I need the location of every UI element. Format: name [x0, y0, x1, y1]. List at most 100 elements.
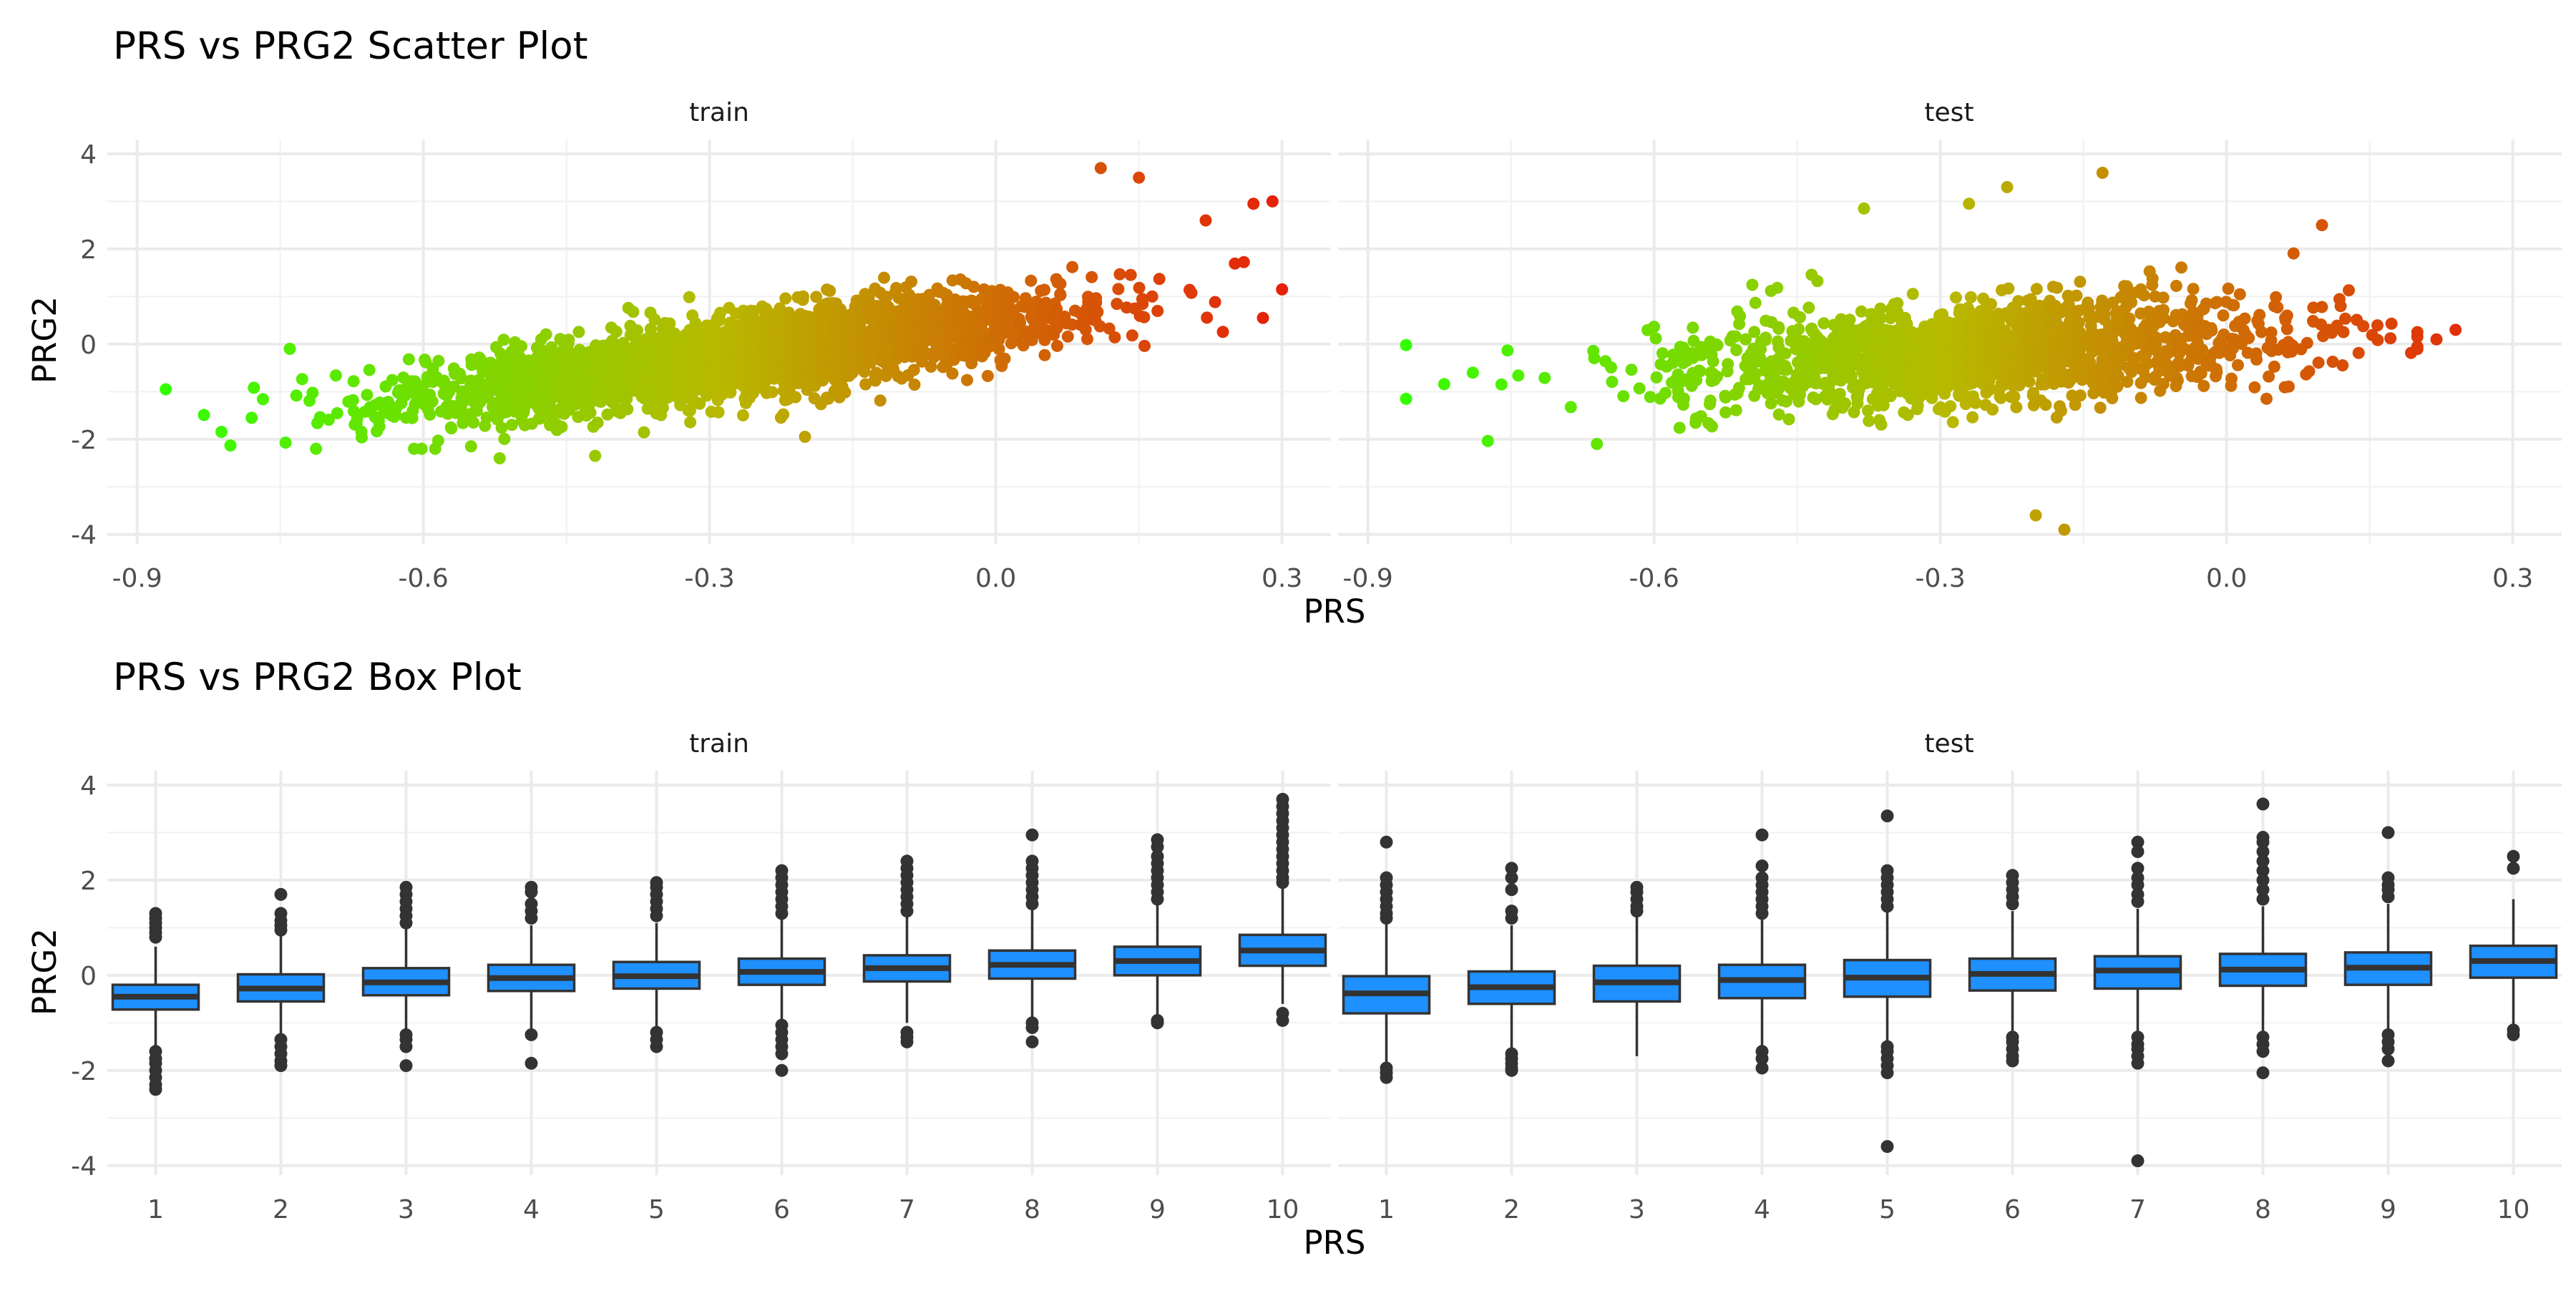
- scatter-point: [1501, 344, 1514, 357]
- scatter-point: [2265, 326, 2278, 339]
- x-tick-label: 0.3: [2492, 564, 2533, 593]
- scatter-point: [438, 374, 450, 387]
- scatter-point: [1729, 404, 1742, 416]
- scatter-point: [2248, 381, 2261, 394]
- scatter-point: [431, 434, 444, 447]
- scatter-point: [415, 442, 428, 455]
- scatter-point: [2106, 391, 2119, 404]
- scatter-point: [1711, 370, 1723, 383]
- scatter-point: [2411, 343, 2424, 356]
- box-2: [1467, 862, 1556, 1077]
- scatter-point: [2001, 181, 2014, 193]
- scatter-point: [1466, 366, 1479, 379]
- scatter-point: [1153, 273, 1166, 286]
- x-tick-label: 2: [1503, 1195, 1520, 1224]
- scatter-point: [714, 306, 726, 319]
- scatter-point: [2157, 291, 2170, 304]
- box-x-axis-title: PRS: [1304, 1224, 1366, 1262]
- box-outlier: [1505, 912, 1518, 925]
- x-tick-label: 9: [2380, 1195, 2396, 1224]
- scatter-point: [361, 389, 374, 401]
- scatter-point: [1512, 369, 1525, 382]
- box-outlier: [1380, 1071, 1393, 1084]
- scatter-point: [1151, 305, 1164, 317]
- scatter-point: [498, 432, 511, 445]
- scatter-point: [648, 313, 661, 326]
- box-3: [1592, 880, 1682, 1056]
- scatter-point: [1704, 394, 1717, 407]
- box-marks-test: [1342, 797, 2558, 1168]
- scatter-x-axis-title: PRS: [1304, 593, 1366, 630]
- scatter-point: [789, 391, 802, 404]
- x-tick-label: 0.0: [2206, 564, 2247, 593]
- scatter-point: [1749, 296, 1762, 309]
- scatter-point: [1605, 361, 1617, 374]
- box-y-axis-title: PRG2: [26, 928, 64, 1015]
- scatter-point: [1185, 286, 1198, 299]
- box-outlier: [399, 916, 413, 930]
- scatter-point: [2030, 283, 2043, 296]
- box-outlier: [399, 1040, 413, 1053]
- scatter-point: [839, 386, 852, 399]
- scatter-point: [1138, 311, 1151, 323]
- box-9: [1113, 833, 1202, 1030]
- scatter-point: [1779, 347, 1792, 360]
- box-5: [612, 876, 701, 1053]
- scatter-point: [1963, 198, 1976, 210]
- y-tick-label: -2: [71, 426, 97, 455]
- scatter-point: [2023, 375, 2036, 388]
- scatter-point: [2357, 320, 2370, 333]
- box-outlier: [1755, 859, 1769, 872]
- scatter-point: [363, 364, 376, 376]
- scatter-facet-label-train: train: [689, 98, 749, 127]
- box-outlier: [1505, 883, 1518, 897]
- scatter-point: [2303, 365, 2316, 378]
- scatter-point: [505, 419, 518, 432]
- scatter-point: [2280, 323, 2293, 336]
- scatter-point: [981, 369, 994, 382]
- scatter-point: [1112, 283, 1125, 296]
- scatter-point: [1687, 321, 1699, 334]
- box-outlier: [1755, 1061, 1769, 1075]
- scatter-point: [2010, 401, 2023, 414]
- box-marks-train: [111, 792, 1327, 1096]
- scatter-point: [693, 397, 706, 410]
- scatter-point: [591, 416, 604, 429]
- x-tick-label: 7: [2129, 1195, 2146, 1224]
- scatter-point: [2243, 331, 2255, 344]
- scatter-point: [1054, 288, 1067, 301]
- scatter-point: [1400, 338, 1413, 351]
- scatter-point: [2268, 360, 2280, 373]
- scatter-point: [2449, 323, 2462, 336]
- scatter-point: [1481, 434, 1494, 447]
- scatter-point: [1650, 371, 1663, 384]
- scatter-point: [1588, 352, 1601, 364]
- box-x-tick-labels-train: 1 2 3 4 5 6 7 8 9 10: [147, 1195, 1299, 1224]
- scatter-point: [712, 406, 725, 419]
- scatter-point: [1802, 301, 1815, 314]
- x-tick-label: 9: [1149, 1195, 1166, 1224]
- scatter-point: [1201, 311, 1214, 324]
- scatter-point: [2217, 309, 2230, 322]
- scatter-point: [1038, 349, 1051, 361]
- scatter-point: [329, 369, 342, 382]
- box-outlier: [2256, 892, 2270, 906]
- scatter-point: [2029, 509, 2042, 522]
- scatter-point: [663, 317, 676, 330]
- x-tick-label: -0.6: [399, 564, 449, 593]
- scatter-point: [1985, 298, 1997, 311]
- scatter-point: [2337, 326, 2350, 338]
- x-tick-label: 4: [1754, 1195, 1770, 1224]
- scatter-point: [2343, 284, 2355, 297]
- scatter-point: [290, 389, 303, 402]
- scatter-point: [1944, 400, 1957, 413]
- scatter-point: [1061, 330, 1074, 343]
- scatter-point: [322, 414, 335, 426]
- scatter-point: [1839, 397, 1851, 410]
- scatter-point: [2175, 261, 2187, 274]
- scatter-point: [1863, 414, 1875, 427]
- scatter-point: [878, 271, 890, 284]
- y-tick-label: 2: [80, 867, 97, 896]
- scatter-point: [1946, 416, 1959, 429]
